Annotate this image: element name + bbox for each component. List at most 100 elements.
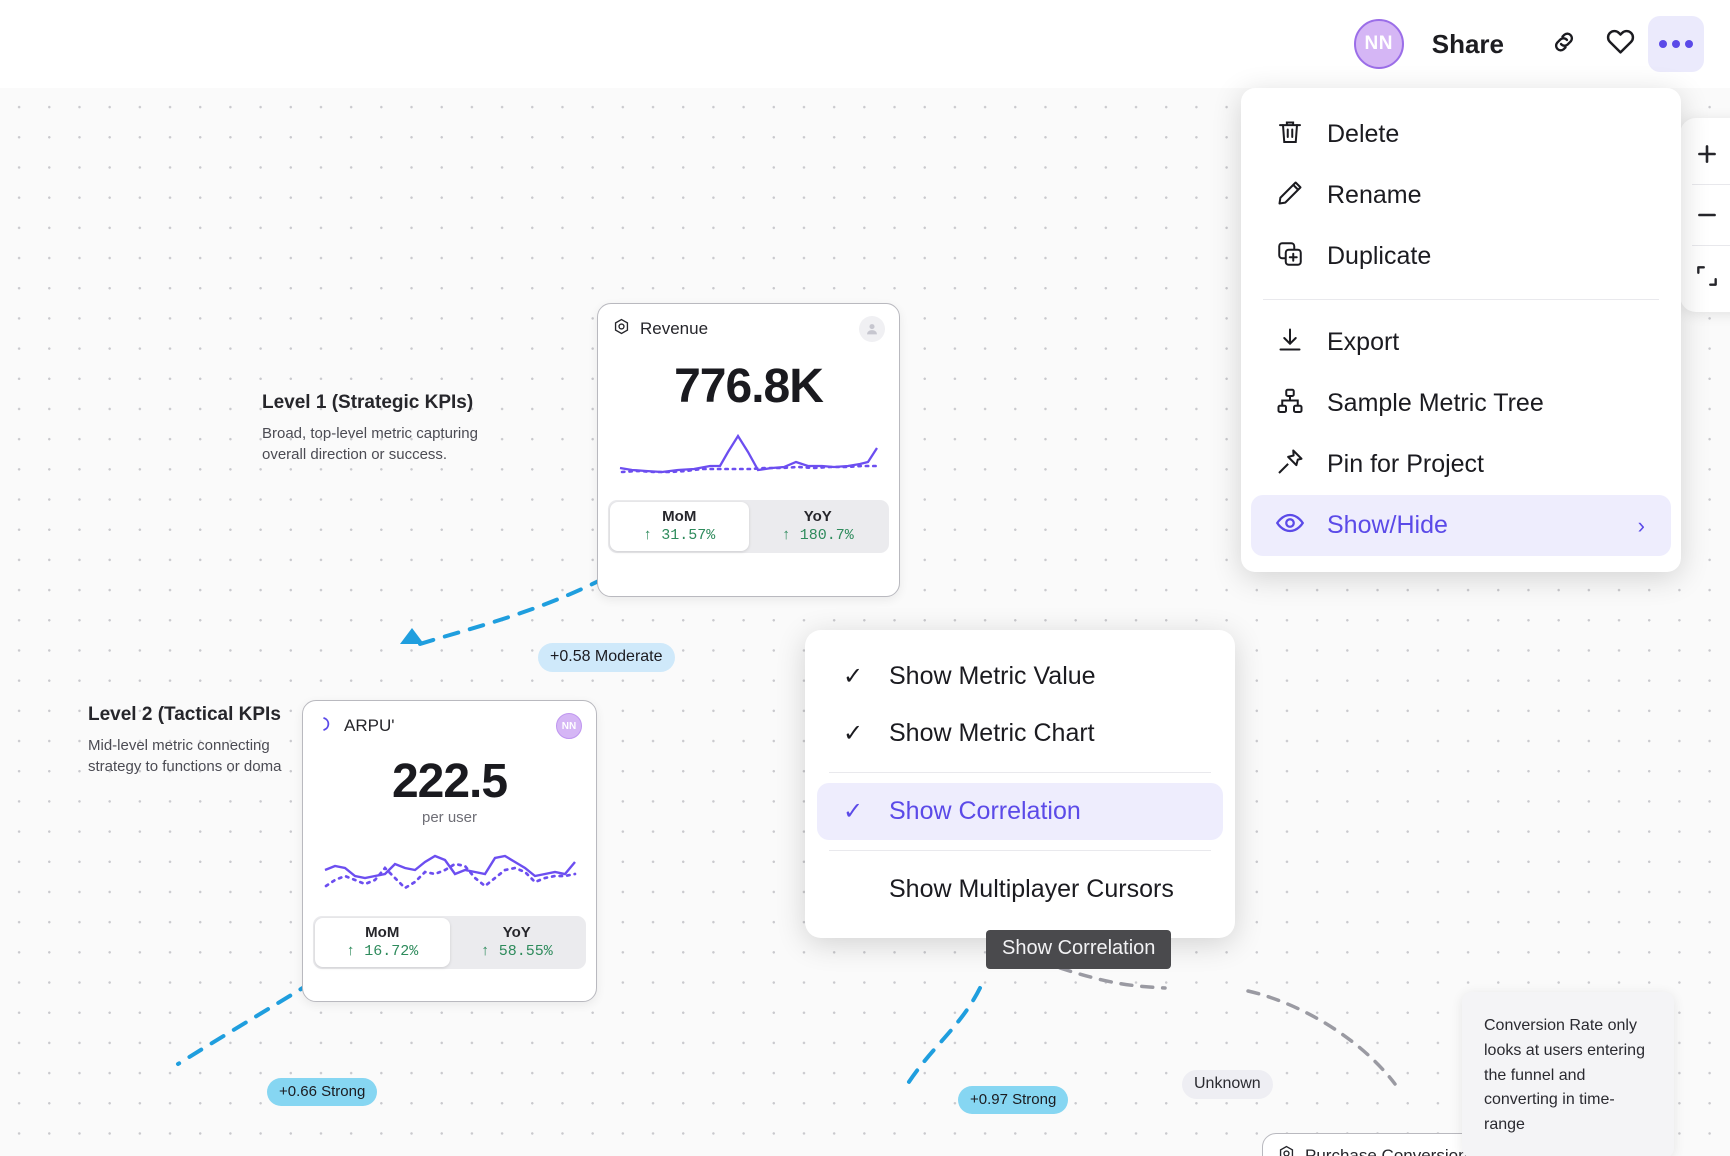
menu-label-show-hide: Show/Hide <box>1327 511 1448 539</box>
level-2-desc-line1: Mid-level metric connecting <box>88 737 270 754</box>
hexagon-icon <box>612 317 631 341</box>
arpu-yoy-delta: ↑ 58.55% <box>480 943 553 961</box>
level-1-desc-line2: overall direction or success. <box>262 446 448 464</box>
arpu-tab-mom[interactable]: MoM ↑ 16.72% <box>315 918 450 968</box>
more-options-icon <box>1659 40 1693 48</box>
pin-icon <box>1275 447 1305 482</box>
revenue-tab-mom[interactable]: MoM ↑ 31.57% <box>610 502 749 552</box>
chevron-right-icon: › <box>1637 512 1645 538</box>
favorite-button[interactable] <box>1592 16 1648 72</box>
avatar[interactable] <box>859 316 885 342</box>
note-line-1: Conversion Rate only <box>1484 1017 1637 1034</box>
tree-icon <box>1275 386 1305 421</box>
metric-card-arpu[interactable]: ARPU' NN 222.5 per user MoM ↑ 16.72% YoY… <box>302 700 597 1002</box>
revenue-yoy-label: YoY <box>803 508 832 526</box>
level-1-block: Level 1 (Strategic KPIs) Broad, top-leve… <box>262 392 517 466</box>
revenue-mom-delta: ↑ 31.57% <box>643 527 716 545</box>
level-2-block: Level 2 (Tactical KPIs Mid-level metric … <box>88 704 320 778</box>
arpu-sparkline <box>324 855 576 891</box>
hexagon-icon <box>1277 1144 1296 1156</box>
more-options-menu[interactable]: Delete Rename Duplicate <box>1241 88 1681 572</box>
menu-label-duplicate: Duplicate <box>1327 242 1432 270</box>
correlation-badge-strong-097[interactable]: +0.97 Strong <box>958 1086 1069 1114</box>
revenue-card-header: Revenue <box>598 304 899 344</box>
tooltip-show-correlation: Show Correlation <box>986 930 1172 969</box>
correlation-badge-unknown[interactable]: Unknown <box>1182 1070 1273 1099</box>
submenu-item-show-metric-value[interactable]: ✓ Show Metric Value <box>817 648 1223 705</box>
trash-icon <box>1275 117 1305 152</box>
arpu-mom-label: MoM <box>365 924 400 942</box>
arpu-metric-value: 222.5 <box>391 755 508 808</box>
arpu-metric-unit: per user <box>421 809 478 827</box>
heart-icon <box>1605 26 1636 62</box>
menu-label-rename: Rename <box>1327 181 1422 209</box>
note-line-3: the funnel and <box>1484 1066 1586 1084</box>
arpu-tab-yoy[interactable]: YoY ↑ 58.55% <box>450 918 585 967</box>
show-hide-submenu[interactable]: ✓ Show Metric Value ✓ Show Metric Chart … <box>805 630 1235 938</box>
revenue-mom-label: MoM <box>662 508 697 526</box>
arpu-mom-delta: ↑ 16.72% <box>346 943 419 961</box>
submenu-label-show-correlation: Show Correlation <box>889 797 1081 825</box>
correlation-badge-moderate[interactable]: +0.58 Moderate <box>538 643 675 672</box>
submenu-divider <box>829 850 1211 851</box>
copy-link-button[interactable] <box>1536 16 1592 72</box>
note-card-conversion-rate[interactable]: Conversion Rate only looks at users ente… <box>1462 992 1674 1156</box>
pencil-icon <box>1275 178 1305 213</box>
revenue-sparkline <box>619 434 878 474</box>
menu-item-sample-metric-tree[interactable]: Sample Metric Tree <box>1251 373 1671 434</box>
note-line-4: converting in time-range <box>1484 1091 1615 1134</box>
check-icon-placeholder: ✓ <box>843 878 863 902</box>
arpu-mom-yoy-toggle[interactable]: MoM ↑ 16.72% YoY ↑ 58.55% <box>313 916 586 970</box>
revenue-mom-yoy-toggle[interactable]: MoM ↑ 31.57% YoY ↑ 180.7% <box>608 500 889 554</box>
revenue-yoy-delta: ↑ 180.7% <box>781 527 854 545</box>
menu-item-pin-for-project[interactable]: Pin for Project <box>1251 434 1671 495</box>
zoom-out-button[interactable] <box>1680 185 1730 245</box>
revenue-tab-yoy[interactable]: YoY ↑ 180.7% <box>749 502 888 551</box>
level-1-description: Broad, top-level metric capturing overal… <box>262 423 517 466</box>
zoom-in-button[interactable] <box>1680 124 1730 184</box>
check-icon: ✓ <box>843 662 864 690</box>
check-icon: ✓ <box>843 719 864 747</box>
zoom-divider <box>1692 184 1730 185</box>
crescent-icon <box>317 715 335 738</box>
submenu-label-show-metric-value: Show Metric Value <box>889 662 1096 690</box>
level-1-title: Level 1 (Strategic KPIs) <box>262 392 474 413</box>
download-icon <box>1275 325 1305 360</box>
arpu-yoy-label: YoY <box>502 924 531 942</box>
correlation-badge-strong-066[interactable]: +0.66 Strong <box>267 1078 378 1106</box>
menu-item-duplicate[interactable]: Duplicate <box>1251 226 1671 287</box>
fit-view-button[interactable] <box>1680 246 1730 306</box>
menu-item-export[interactable]: Export <box>1251 312 1671 373</box>
metric-card-revenue[interactable]: Revenue 776.8K MoM ↑ 31.57% YoY ↑ 180.7% <box>597 303 900 597</box>
arpu-card-header: ARPU' NN <box>303 701 596 741</box>
more-options-button[interactable] <box>1648 16 1704 72</box>
submenu-item-show-correlation[interactable]: ✓ Show Correlation <box>817 783 1223 840</box>
header-actions: NN Share <box>1353 16 1704 72</box>
menu-divider <box>1263 299 1659 300</box>
submenu-label-show-multiplayer-cursors: Show Multiplayer Cursors <box>889 875 1174 903</box>
purchase-card-title: Purchase Conversion R <box>1305 1146 1485 1156</box>
link-icon <box>1549 27 1579 62</box>
avatar[interactable]: NN <box>556 713 582 739</box>
menu-label-pin-for-project: Pin for Project <box>1327 450 1485 478</box>
eye-icon <box>1275 508 1305 543</box>
level-2-desc-line2: strategy to functions or doma <box>88 758 282 776</box>
check-icon: ✓ <box>843 797 864 825</box>
arpu-card-title: ARPU' <box>344 716 395 735</box>
menu-label-delete: Delete <box>1327 120 1400 148</box>
zoom-divider <box>1692 245 1730 246</box>
note-line-2: looks at users entering <box>1484 1041 1645 1059</box>
submenu-label-show-metric-chart: Show Metric Chart <box>889 719 1095 747</box>
user-avatar[interactable]: NN <box>1353 19 1404 69</box>
submenu-item-show-metric-chart[interactable]: ✓ Show Metric Chart <box>817 705 1223 762</box>
menu-item-delete[interactable]: Delete <box>1251 104 1671 165</box>
menu-item-show-hide[interactable]: Show/Hide › <box>1251 495 1671 556</box>
menu-label-export: Export <box>1327 328 1400 356</box>
revenue-card-title: Revenue <box>640 319 709 338</box>
share-button[interactable]: Share <box>1431 28 1504 59</box>
level-1-desc-line1: Broad, top-level metric capturing <box>262 425 478 442</box>
zoom-toolbar[interactable] <box>1680 118 1730 312</box>
menu-item-rename[interactable]: Rename <box>1251 165 1671 226</box>
submenu-item-show-multiplayer-cursors[interactable]: ✓ Show Multiplayer Cursors <box>817 861 1223 918</box>
level-2-description: Mid-level metric connecting strategy to … <box>88 735 320 778</box>
